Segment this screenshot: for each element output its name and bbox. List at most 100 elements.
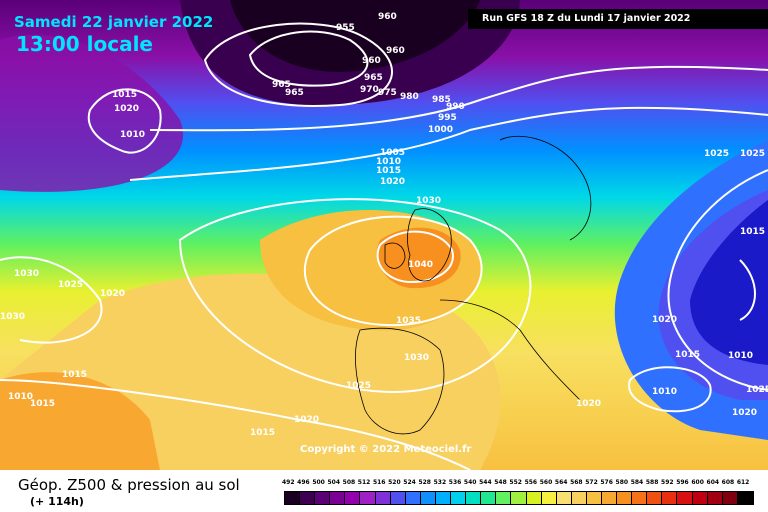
isobar-label: 1005 <box>380 148 405 158</box>
legend-value: 516 <box>372 479 386 486</box>
isobar-label: 1015 <box>250 428 275 438</box>
legend-swatch <box>481 492 497 504</box>
warm-core-sw <box>0 372 160 470</box>
legend-value: 492 <box>282 479 295 486</box>
legend-swatch <box>345 492 361 504</box>
legend-swatch <box>571 492 587 504</box>
isobar-line <box>0 256 103 344</box>
isobar-label: 1010 <box>120 130 145 140</box>
isobar-label: 1020 <box>100 289 125 299</box>
isobar-label: 1010 <box>376 157 401 167</box>
legend-value: 572 <box>585 479 598 486</box>
legend-value: 504 <box>327 479 340 486</box>
legend-value: 568 <box>570 479 583 486</box>
isobar-label: 965 <box>285 88 304 98</box>
isobar-label: 1025 <box>704 149 729 159</box>
legend-swatch <box>737 492 753 504</box>
isobar-line <box>87 88 162 154</box>
legend-value: 520 <box>388 479 401 486</box>
legend-swatch <box>632 492 648 504</box>
isobar-label: 960 <box>362 56 381 66</box>
legend-value: 580 <box>615 479 629 486</box>
legend-swatch <box>586 492 602 504</box>
coastline-ireland <box>384 242 406 269</box>
legend-swatch <box>360 492 376 504</box>
legend-swatch <box>330 492 346 504</box>
legend-value: 540 <box>463 479 477 486</box>
forecast-lead-time: (+ 114h) <box>30 495 84 508</box>
legend-swatch <box>285 492 301 504</box>
legend-swatch <box>617 492 633 504</box>
legend-value: 536 <box>448 479 462 486</box>
isobar-line <box>0 379 471 470</box>
isobar-label: 960 <box>378 12 397 22</box>
legend-value: 608 <box>721 479 735 486</box>
isobar-lines <box>0 22 768 470</box>
legend-swatch <box>677 492 693 504</box>
coastline-iberia <box>355 327 445 435</box>
isobar-line <box>628 366 712 413</box>
legend-value: 528 <box>418 479 431 486</box>
isobar-label: 980 <box>400 92 419 102</box>
isobar-label: 995 <box>438 113 457 123</box>
isobar-label: 990 <box>446 102 465 112</box>
isobar-label: 1000 <box>428 125 453 135</box>
legend-value: 584 <box>630 479 644 486</box>
legend-swatch <box>722 492 738 504</box>
model-run-label: Run GFS 18 Z du Lundi 17 janvier 2022 <box>468 9 768 29</box>
legend-swatch <box>375 492 391 504</box>
isobar-label: 1010 <box>652 387 677 397</box>
legend-swatch <box>647 492 663 504</box>
legend-value: 588 <box>645 479 659 486</box>
isobar-label: 975 <box>378 88 397 98</box>
isobar-label: 1025 <box>346 381 371 391</box>
legend-swatch <box>707 492 723 504</box>
legend-value: 508 <box>342 479 356 486</box>
isobar-label: 1015 <box>62 370 87 380</box>
legend-swatch <box>420 492 436 504</box>
coastline-italy <box>519 329 581 401</box>
legend-scale-labels: 492 496 500 504 508 512 516 520 524 528 532 536 540 5… <box>282 479 752 489</box>
isobar-label: 965 <box>272 80 291 90</box>
legend-swatch <box>692 492 708 504</box>
isobar-labels: 960 955 960 960 965 965 965 970 975 980 … <box>0 12 768 438</box>
legend-swatch <box>315 492 331 504</box>
isobar-label: 1015 <box>30 399 55 409</box>
legend-value: 592 <box>661 479 674 486</box>
legend-value: 500 <box>312 479 325 486</box>
trough-core-east <box>690 200 768 365</box>
isobar-line <box>149 65 768 132</box>
legend-value: 612 <box>736 479 750 486</box>
isobar-label: 965 <box>364 73 383 83</box>
legend-swatch <box>526 492 542 504</box>
isobar-label: 1010 <box>8 392 33 402</box>
coastline-france <box>439 299 521 331</box>
isobar-line <box>304 215 483 327</box>
isobar-label: 1030 <box>404 353 429 363</box>
isobar-line <box>739 259 756 321</box>
color-legend <box>284 491 754 505</box>
legend-swatch <box>511 492 527 504</box>
legend-value: 552 <box>509 479 522 486</box>
legend-value: 604 <box>706 479 720 486</box>
legend-value: 512 <box>357 479 371 486</box>
isobar-label: 1035 <box>396 316 421 326</box>
copyright-notice: Copyright © 2022 Meteociel.fr <box>300 444 472 455</box>
deep-low-core <box>230 0 480 72</box>
isobar-line <box>178 198 532 393</box>
legend-swatch <box>451 492 467 504</box>
map-product-title: Géop. Z500 & pression au sol <box>18 476 240 494</box>
legend-value: 556 <box>524 479 538 486</box>
isobar-label: 1025 <box>58 280 83 290</box>
isobar-label: 1030 <box>14 269 39 279</box>
isobar-label: 1025 <box>740 149 765 159</box>
legend-value: 564 <box>554 479 568 486</box>
legend-value: 576 <box>600 479 613 486</box>
legend-swatch <box>496 492 512 504</box>
isobar-label: 1015 <box>376 166 401 176</box>
isobar-line <box>667 169 768 391</box>
geopotential-map: 960 955 960 960 965 965 965 970 975 980 … <box>0 0 768 470</box>
legend-swatch <box>466 492 482 504</box>
isobar-label: 1015 <box>112 90 137 100</box>
isobar-line <box>203 22 393 107</box>
